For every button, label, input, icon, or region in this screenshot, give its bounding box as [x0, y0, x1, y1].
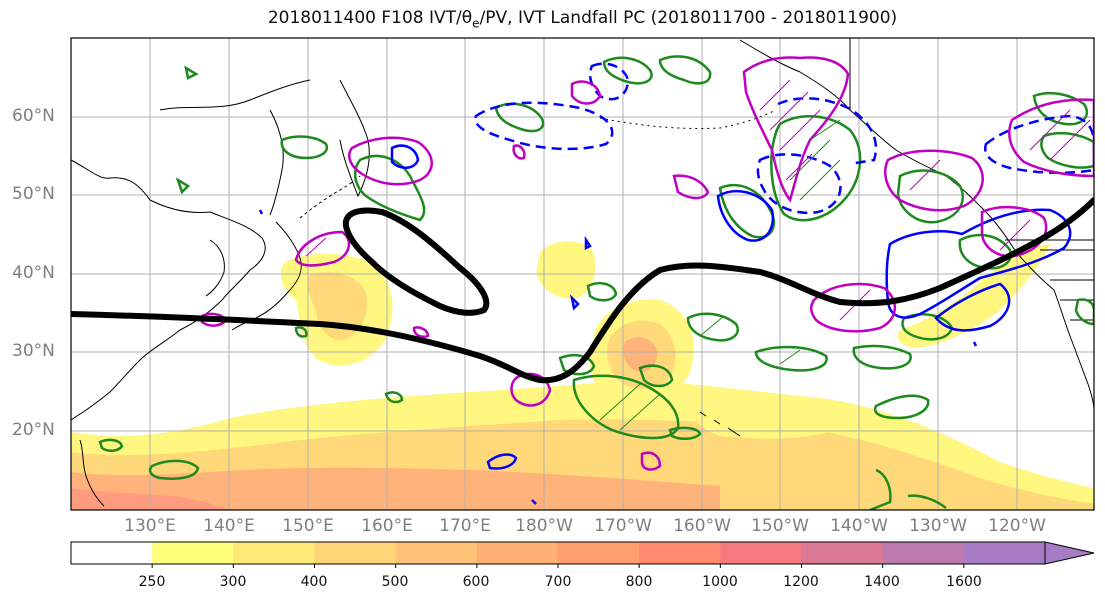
- coast-korea: [205, 239, 225, 297]
- coast-sakhalin: [269, 109, 284, 216]
- coast-hawaii: [699, 411, 741, 437]
- lat-label-40n: 40°N: [12, 263, 55, 283]
- lon-label-170w: 170°W: [594, 516, 652, 536]
- colorbar-extend-arrow: [1044, 541, 1095, 565]
- ivt-fill-tropics-high: [71, 467, 720, 510]
- coast-kamchatka: [339, 79, 370, 198]
- colorbar-label-1400: 1400: [864, 574, 900, 590]
- colorbar-cell: [314, 542, 397, 564]
- ivt-fill-hawaii-arm: [689, 399, 834, 439]
- lat-label-50n: 50°N: [12, 184, 55, 204]
- coast-okhotsk-north: [159, 79, 311, 111]
- colorbar-cell: [152, 542, 234, 564]
- hatch-marks: [305, 79, 1091, 431]
- lon-label-160e: 160°E: [361, 516, 413, 536]
- colorbar: [70, 541, 1095, 568]
- lat-label-60n: 60°N: [12, 106, 55, 126]
- coast-taiwan-phil: [79, 439, 105, 507]
- colorbar-label-600: 600: [462, 574, 490, 590]
- coast-aleutians: [599, 109, 777, 130]
- map-title: 2018011400 F108 IVT/θe/PV, IVT Landfall …: [267, 8, 898, 31]
- border-us-states: [1040, 249, 1094, 321]
- colorbar-label-800: 800: [625, 574, 653, 590]
- colorbar-cell: [233, 542, 315, 564]
- lon-label-120w: 120°W: [988, 516, 1046, 536]
- colorbar-cell: [558, 542, 640, 564]
- pc-line-main: [71, 197, 1094, 384]
- colorbar-label-1600: 1600: [946, 574, 982, 590]
- pc-line-loop: [342, 207, 490, 316]
- colorbar-label-1000: 1000: [702, 574, 738, 590]
- lon-label-130w: 130°W: [909, 516, 967, 536]
- ivt-fill-layer: [71, 241, 1094, 510]
- colorbar-label-1200: 1200: [783, 574, 819, 590]
- colorbar-cell: [639, 542, 721, 564]
- theta-negative-contours: [258, 62, 1094, 505]
- colorbar-cell: [476, 542, 559, 564]
- map-frame: [70, 37, 1095, 511]
- graticule: [71, 38, 1094, 510]
- colorbar-cell: [395, 542, 478, 564]
- coast-asia-mainland: [71, 159, 266, 421]
- colorbar-cell: [882, 542, 965, 564]
- lon-label-150e: 150°E: [282, 516, 334, 536]
- lat-label-30n: 30°N: [12, 341, 55, 361]
- colorbar-cell: [720, 542, 802, 564]
- lon-label-170e: 170°E: [439, 516, 491, 536]
- colorbar-label-500: 500: [381, 574, 409, 590]
- lon-label-130e: 130°E: [124, 516, 176, 536]
- colorbar-cell: [963, 542, 1046, 564]
- lon-label-140e: 140°E: [203, 516, 255, 536]
- landfall-pc-lines: [71, 197, 1094, 384]
- coastlines: [71, 38, 1094, 507]
- ivt-fill-dateline-blob: [536, 241, 596, 299]
- colorbar-label-400: 400: [300, 574, 328, 590]
- lon-label-180w: 180°W: [515, 516, 573, 536]
- lat-label-20n: 20°N: [12, 420, 55, 440]
- colorbar-cell: [71, 542, 153, 564]
- colorbar-label-700: 700: [544, 574, 572, 590]
- lon-label-160w: 160°W: [673, 516, 731, 536]
- colorbar-cell: [801, 542, 884, 564]
- coast-canada-bc: [945, 175, 1055, 291]
- lon-label-140w: 140°W: [830, 516, 888, 536]
- coast-us-west: [1053, 289, 1094, 411]
- colorbar-label-300: 300: [219, 574, 247, 590]
- ivt-fill-central-plume-max: [623, 337, 658, 372]
- lon-label-150w: 150°W: [751, 516, 809, 536]
- colorbar-label-250: 250: [138, 574, 166, 590]
